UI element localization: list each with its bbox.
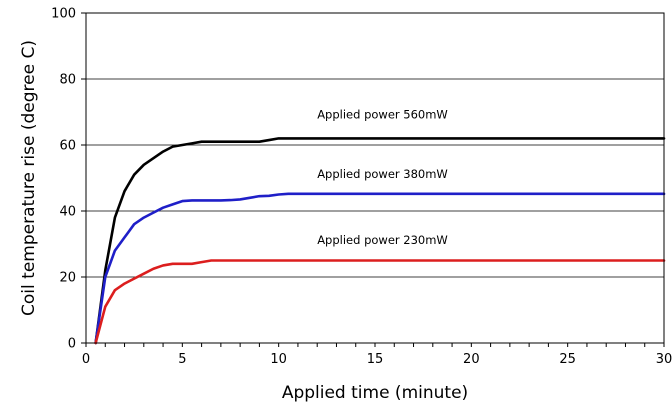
series-line-1 <box>94 137 666 345</box>
y-tick-label: 20 <box>59 271 76 286</box>
x-tick-label: 15 <box>367 352 384 367</box>
x-ticks: 0 5 10 15 20 25 30 <box>82 343 672 367</box>
x-tick-label: 25 <box>559 352 576 367</box>
y-tick-label: 60 <box>59 139 76 154</box>
x-tick-label: 20 <box>463 352 480 367</box>
y-ticks: 0 20 40 60 80 100 <box>51 7 86 352</box>
y-axis-title: Coil temperature rise (degree C) <box>19 40 39 316</box>
y-tick-label: 40 <box>59 205 76 220</box>
series-annotation: Applied power 380mW <box>317 167 448 181</box>
x-tick-label: 30 <box>656 352 672 367</box>
annotations: Applied power 560mW Applied power 380mW Ap… <box>317 108 448 247</box>
series-group <box>94 137 666 345</box>
series-annotation: Applied power 560mW <box>317 108 448 122</box>
x-tick-label: 10 <box>270 352 287 367</box>
series-line-2 <box>94 192 666 345</box>
x-tick-label: 0 <box>82 352 90 367</box>
y-tick-label: 80 <box>59 73 76 88</box>
x-axis-title: Applied time (minute) <box>282 383 468 403</box>
x-tick-label: 5 <box>178 352 186 367</box>
y-tick-label: 0 <box>68 337 76 352</box>
y-tick-label: 100 <box>51 7 76 22</box>
series-line-3 <box>94 259 666 345</box>
series-annotation: Applied power 230mW <box>317 233 448 247</box>
